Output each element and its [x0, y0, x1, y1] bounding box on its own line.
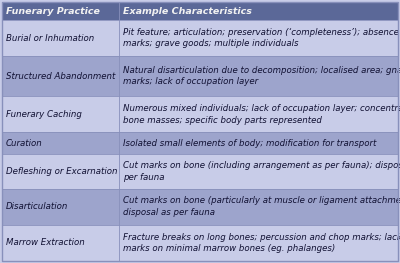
Bar — [2, 154, 398, 189]
Text: Fracture breaks on long bones; percussion and chop marks; lack of cut
marks on m: Fracture breaks on long bones; percussio… — [123, 233, 400, 253]
Text: Marrow Extraction: Marrow Extraction — [6, 238, 85, 247]
Bar — [2, 2, 398, 20]
Text: Funerary Practice: Funerary Practice — [6, 7, 100, 16]
Text: Numerous mixed individuals; lack of occupation layer; concentrated
bone masses; : Numerous mixed individuals; lack of occu… — [123, 104, 400, 124]
Text: Burial or Inhumation: Burial or Inhumation — [6, 34, 94, 43]
Text: Example Characteristics: Example Characteristics — [123, 7, 252, 16]
Text: Pit feature; articulation; preservation (‘completeness’); absence of gnaw
marks;: Pit feature; articulation; preservation … — [123, 28, 400, 48]
Bar — [2, 132, 398, 154]
Text: Structured Abandonment: Structured Abandonment — [6, 72, 115, 81]
Bar — [2, 20, 398, 56]
Bar — [2, 189, 398, 225]
Text: Cut marks on bone (particularly at muscle or ligament attachment sites);
disposa: Cut marks on bone (particularly at muscl… — [123, 196, 400, 217]
Text: Cut marks on bone (including arrangement as per fauna); disposal as
per fauna: Cut marks on bone (including arrangement… — [123, 161, 400, 181]
Text: Defleshing or Excarnation: Defleshing or Excarnation — [6, 167, 118, 176]
Text: Natural disarticulation due to decomposition; localised area; gnaw
marks; lack o: Natural disarticulation due to decomposi… — [123, 66, 400, 87]
Bar — [2, 225, 398, 261]
Text: Isolated small elements of body; modification for transport: Isolated small elements of body; modific… — [123, 139, 376, 148]
Text: Disarticulation: Disarticulation — [6, 202, 68, 211]
Text: Funerary Caching: Funerary Caching — [6, 110, 82, 119]
Text: Curation: Curation — [6, 139, 43, 148]
Bar — [2, 96, 398, 132]
Bar — [2, 56, 398, 96]
